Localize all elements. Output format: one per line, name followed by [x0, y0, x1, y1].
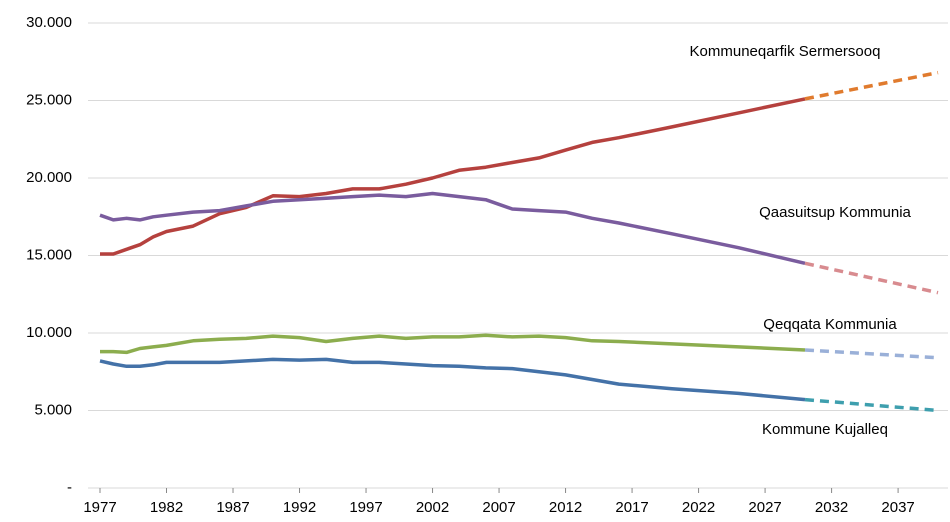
series-label: Qeqqata Kommunia — [763, 316, 897, 333]
x-tick-label: 2027 — [748, 499, 781, 516]
projection-line — [804, 348, 939, 360]
x-tick-label: 1992 — [283, 499, 316, 516]
series-line — [100, 97, 806, 256]
y-tick-label: 5.000 — [34, 401, 72, 418]
y-tick-label: 30.000 — [26, 14, 72, 31]
x-tick-label: 1987 — [216, 499, 249, 516]
x-tick-label: 1982 — [150, 499, 183, 516]
series-line — [99, 357, 806, 402]
x-tick-label: 2037 — [881, 499, 914, 516]
x-tick-label: 1997 — [349, 499, 382, 516]
y-tick-label: - — [67, 479, 72, 496]
series-label: Kommuneqarfik Sermersooq — [690, 43, 881, 60]
x-tick-label: 2012 — [549, 499, 582, 516]
x-tick-label: 2032 — [815, 499, 848, 516]
x-tick-label: 1977 — [83, 499, 116, 516]
y-tick-label: 15.000 — [26, 246, 72, 263]
x-tick-label: 2007 — [482, 499, 515, 516]
y-tick-label: 20.000 — [26, 169, 72, 186]
x-tick-label: 2017 — [615, 499, 648, 516]
projection-line — [804, 70, 939, 101]
projection-line — [804, 397, 939, 413]
series-line — [99, 191, 806, 266]
y-tick-label: 10.000 — [26, 324, 72, 341]
projection-line — [804, 261, 939, 295]
y-tick-label: 25.000 — [26, 91, 72, 108]
series-label: Kommune Kujalleq — [762, 421, 888, 438]
x-tick-label: 2002 — [416, 499, 449, 516]
x-tick-label: 2022 — [682, 499, 715, 516]
series-line — [100, 333, 806, 355]
series-label: Qaasuitsup Kommunia — [759, 204, 911, 221]
